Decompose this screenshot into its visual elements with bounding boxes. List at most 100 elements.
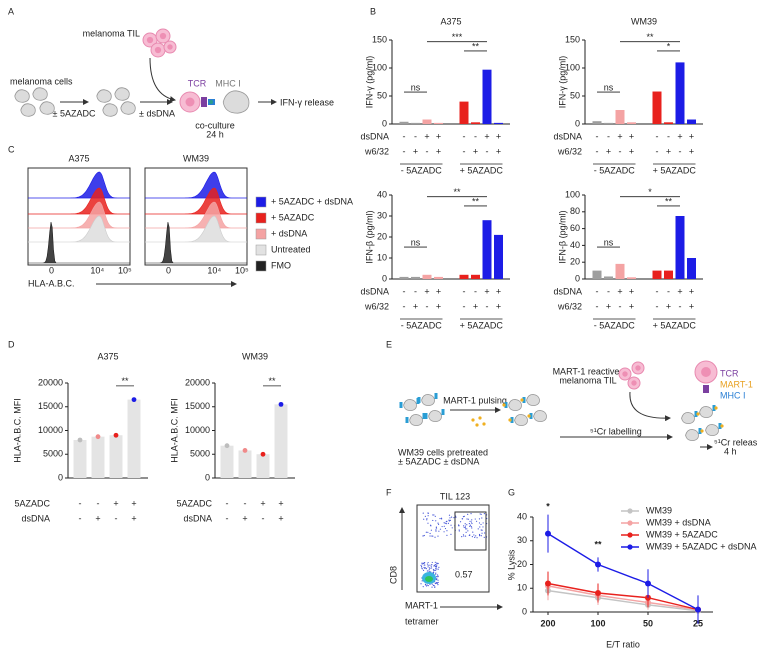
event-dot: [431, 586, 433, 588]
text: ± 5AZADC: [53, 108, 96, 118]
event-dot: [469, 525, 471, 527]
y-tick-label: 5000: [43, 449, 63, 459]
event-dot: [470, 525, 472, 528]
event-dot: [479, 535, 481, 537]
text: IFN-γ release: [280, 97, 334, 107]
text: melanoma TIL: [83, 28, 140, 38]
series-line: [547, 585, 699, 611]
row-value: +: [666, 146, 671, 156]
bar: [411, 276, 420, 279]
row-value: -: [656, 286, 659, 296]
event-dot: [478, 533, 481, 536]
row-value: +: [666, 301, 671, 311]
legend-label: + 5AZADC + dsDNA: [271, 196, 353, 206]
event-dot: [424, 564, 426, 566]
row-value: -: [667, 131, 670, 141]
peptide: [696, 412, 700, 416]
row-value: +: [496, 286, 501, 296]
text: MHC I: [720, 390, 746, 400]
mhc-stub: [417, 397, 421, 403]
point: [645, 580, 651, 587]
event-dot: [427, 561, 429, 564]
bar-dot: [278, 401, 284, 407]
text: ⁵¹Cr labelling: [590, 426, 642, 436]
row-value: +: [677, 286, 682, 296]
text: melanoma cells: [10, 76, 73, 86]
row-value: +: [629, 301, 634, 311]
y-tick-label: 60: [570, 223, 580, 233]
event-dot: [473, 534, 475, 536]
event-dot: [458, 529, 460, 531]
cell: [39, 101, 55, 115]
y-tick-label: 0: [382, 118, 387, 128]
row-value: -: [426, 146, 429, 156]
bar: [274, 404, 288, 478]
event-dot: [482, 522, 484, 524]
event-dot: [463, 535, 465, 537]
row-value: +: [473, 146, 478, 156]
mhc-stub: [522, 397, 526, 403]
legend-marker: [627, 508, 633, 514]
row-value: -: [486, 301, 489, 311]
bar: [494, 234, 503, 279]
event-dot: [462, 525, 465, 527]
y-axis-label: HLA-A.B.C. MFI: [12, 398, 22, 463]
group-label: + 5AZADC: [653, 165, 697, 175]
event-dot: [434, 564, 437, 566]
bar: [604, 276, 613, 279]
mhc-stub: [405, 417, 409, 423]
row-value: -: [486, 146, 489, 156]
bar: [256, 454, 270, 478]
event-dot: [470, 521, 473, 523]
text: TCR: [188, 78, 207, 88]
bar: [652, 91, 662, 124]
bar: [434, 276, 443, 279]
event-dot: [424, 515, 426, 517]
y-tick-label: 20: [517, 559, 527, 569]
event-dot: [439, 528, 442, 530]
event-dot: [469, 520, 471, 522]
mhc-stub: [399, 402, 403, 408]
text: TCR: [720, 368, 739, 378]
bar: [482, 220, 492, 279]
til-nucleus: [146, 36, 154, 44]
mhc-stub: [712, 405, 716, 411]
mhc-stub: [698, 428, 702, 434]
row-value: -: [403, 146, 406, 156]
event-dot: [472, 531, 474, 533]
row-label: dsDNA: [360, 131, 389, 141]
cell: [699, 405, 713, 419]
bar: [422, 274, 432, 279]
peptide: [527, 414, 531, 418]
row-value: -: [403, 286, 406, 296]
row-value: +: [689, 131, 694, 141]
event-dot: [479, 526, 481, 528]
event-dot: [464, 528, 467, 530]
row-value: -: [607, 131, 610, 141]
event-dot: [422, 569, 425, 572]
til-nucleus: [635, 365, 641, 371]
cell: [222, 90, 250, 114]
row-value: -: [463, 301, 466, 311]
row-value: -: [403, 131, 406, 141]
row-value: -: [226, 513, 229, 523]
event-dot: [471, 527, 473, 529]
panel-label: E: [386, 339, 392, 349]
event-dot: [474, 518, 476, 520]
x-axis-label: MART-1: [405, 600, 438, 610]
event-dot: [461, 518, 464, 520]
cell: [120, 101, 136, 115]
y-tick-label: 20: [570, 257, 580, 267]
bar: [604, 122, 613, 124]
event-dot: [429, 567, 431, 569]
event-dot: [434, 582, 436, 585]
bar-dot: [131, 397, 137, 403]
event-dot: [427, 515, 429, 517]
event-dot: [469, 524, 472, 526]
sig-label: **: [665, 196, 673, 206]
text: WM39 cells pretreated: [398, 447, 488, 457]
y-tick-label: 10000: [185, 425, 210, 435]
event-dot: [424, 584, 427, 586]
event-dot: [481, 532, 483, 534]
chart-title: WM39: [242, 351, 268, 361]
